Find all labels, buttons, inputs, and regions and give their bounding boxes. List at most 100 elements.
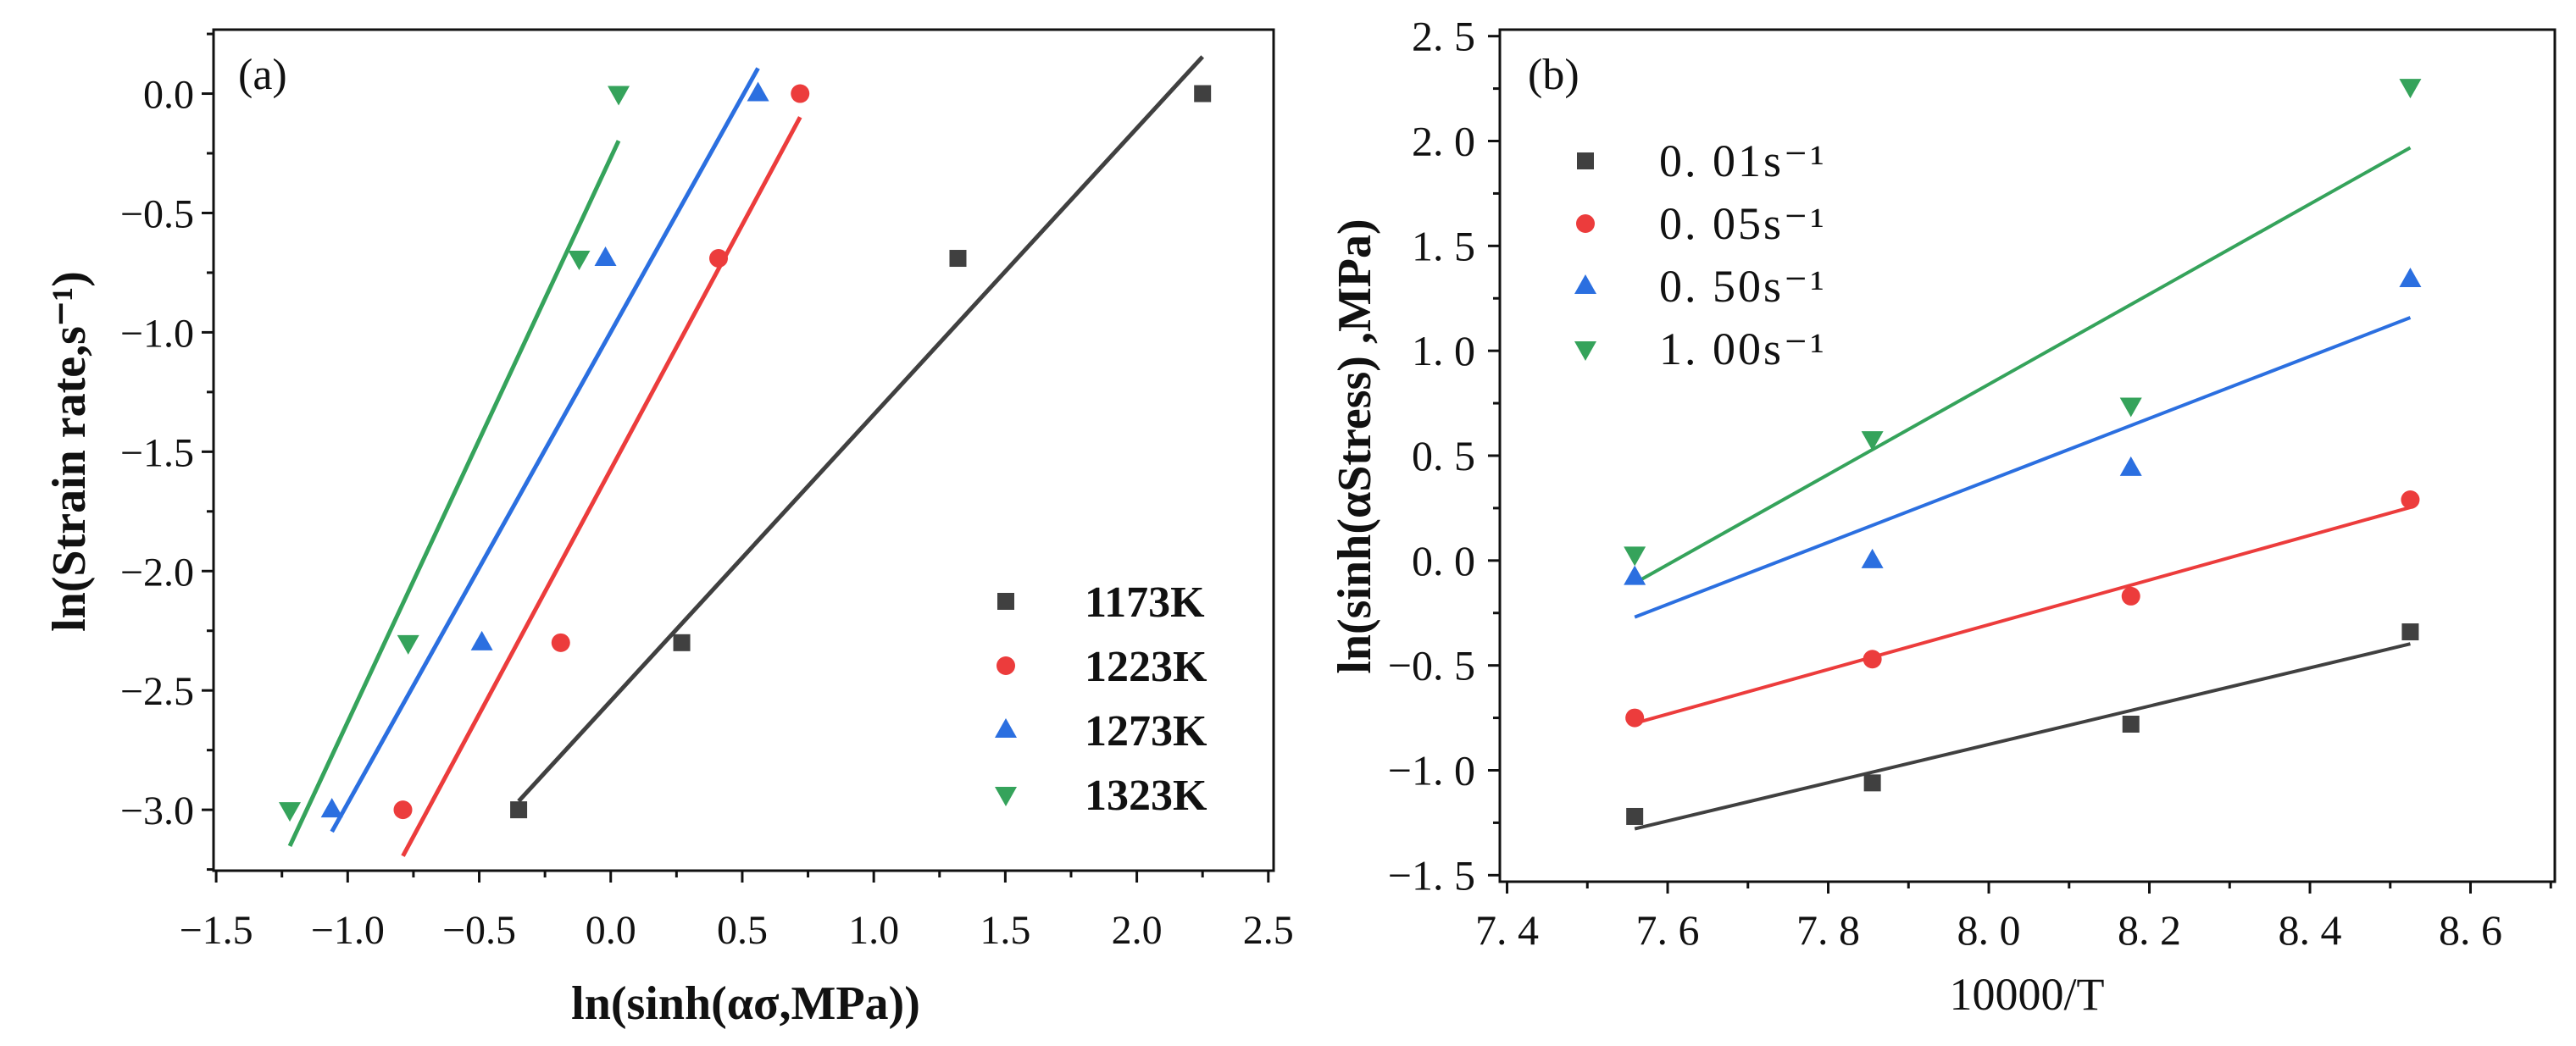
panel-b-x-tick-label: 8. 4 <box>2279 906 2342 954</box>
panel-a-legend-item-3: 1273K <box>995 707 1208 755</box>
panel-b-x-tick-label: 8. 2 <box>2118 906 2181 954</box>
panel-a-series-1-fit-line <box>517 55 1205 803</box>
panel-b-series-1-point-3 <box>2122 716 2140 733</box>
panel-b-y-axis-label: ln(sinh(αStress) ,MPa) <box>1329 219 1381 673</box>
panel-b-x-tick-label: 7. 6 <box>1636 906 1700 954</box>
panel-a-series-2-point-3 <box>709 249 729 268</box>
panel-a-series-1-point-2 <box>673 634 691 651</box>
panel-a-legend-label-3: 1273K <box>1085 707 1208 755</box>
panel-a-legend-marker-4 <box>995 787 1017 806</box>
panel-b-legend-item-4: 1. 00s⁻¹ <box>1574 324 1827 374</box>
panel-b-series-4-point-4 <box>2399 79 2422 99</box>
panel-a-legend-label-1: 1173K <box>1085 578 1205 627</box>
panel-a-x-tick-label: 1.5 <box>980 908 1030 953</box>
panel-a-series-3-point-4 <box>747 81 769 102</box>
panel-b-legend-marker-2 <box>1576 214 1595 233</box>
panel-a-x-axis-label: ln(sinh(ασ,MPa)) <box>571 977 920 1030</box>
panel-b-series-3-point-3 <box>2119 456 2142 476</box>
panel-a-y-tick-label: −3.0 <box>120 789 194 833</box>
panel-a-series-2-point-2 <box>551 633 570 652</box>
panel-b-legend-item-2: 0. 05s⁻¹ <box>1576 198 1827 249</box>
panel-a-x-tick-label: 0.5 <box>717 908 768 953</box>
panel-a-y-tick-label: −0.5 <box>120 191 194 236</box>
panel-a-plot-frame <box>212 28 1275 872</box>
panel-a-series-4-point-4 <box>608 86 630 106</box>
panel-b-data-points <box>1624 79 2422 825</box>
panel-a-legend: 1173K 1223K 1273K 1323K <box>995 578 1208 820</box>
panel-b-legend-marker-3 <box>1574 274 1596 294</box>
panel-a-chart: (a) ln(sinh(ασ,MPa)) ln(Strain rate,s⁻¹)… <box>43 28 1294 1030</box>
panel-a-series-4-fit-line <box>287 140 621 848</box>
panel-b-series-4-point-2 <box>1861 431 1884 451</box>
panel-a-series-2-point-4 <box>791 84 810 103</box>
panel-b-legend: 0. 01s⁻¹ 0. 05s⁻¹ 0. 50s⁻¹ 1. 00s⁻¹ <box>1574 136 1827 374</box>
panel-b-chart: (b) 10000/T ln(sinh(αStress) ,MPa) 7. 4 7… <box>1329 13 2557 1020</box>
panel-b-series-1-point-4 <box>2401 623 2419 641</box>
panel-b-series-2-point-4 <box>2401 490 2420 510</box>
panel-b-y-tick-label: 0. 5 <box>1412 432 1475 479</box>
panel-b-legend-label-2: 0. 05s⁻¹ <box>1659 198 1827 249</box>
panel-b-y-tick-label: −1. 0 <box>1388 746 1475 794</box>
panel-b-legend-item-1: 0. 01s⁻¹ <box>1577 136 1824 186</box>
panel-a-series-1-point-1 <box>510 801 528 819</box>
panel-b-y-tick-label: 0. 0 <box>1412 537 1475 584</box>
panel-b-legend-marker-1 <box>1577 152 1594 169</box>
panel-b-y-tick-label: 2. 5 <box>1412 13 1475 60</box>
panel-b-series-1-point-1 <box>1626 807 1644 825</box>
panel-a-fit-lines <box>287 55 1205 857</box>
panel-b-series-4-point-3 <box>2119 397 2142 418</box>
panel-a-legend-marker-3 <box>995 718 1017 738</box>
panel-a-legend-item-4: 1323K <box>995 772 1208 820</box>
panel-a-series-4-point-1 <box>279 802 302 822</box>
panel-b-series-2-point-3 <box>2121 586 2140 606</box>
panel-b-y-tick-label: 2. 0 <box>1412 118 1475 165</box>
panel-b-series-4-fit-line <box>1634 146 2412 585</box>
panel-b-series-4-point-1 <box>1624 546 1646 567</box>
panel-a-legend-marker-1 <box>997 593 1014 610</box>
panel-a-y-tick-label: −1.0 <box>120 311 194 356</box>
panel-b-y-tick-label: −0. 5 <box>1388 642 1475 689</box>
panel-a-y-tick-label: −2.5 <box>120 669 194 714</box>
panel-a-legend-label-4: 1323K <box>1085 772 1208 820</box>
panel-a-legend-item-2: 1223K <box>997 643 1208 691</box>
panel-a-legend-marker-2 <box>997 656 1015 675</box>
panel-b-legend-marker-4 <box>1574 341 1596 361</box>
panel-b-series-3-point-4 <box>2399 267 2422 287</box>
panel-b-series-2-point-2 <box>1863 650 1882 669</box>
panel-a-series-4-point-2 <box>397 634 419 655</box>
panel-a-x-tick-label: 1.0 <box>848 908 899 953</box>
panel-a-x-tick-label: 2.0 <box>1112 908 1163 953</box>
panel-b-x-axis-label: 10000/T <box>1950 969 2105 1020</box>
panel-a-y-tick-label: −1.5 <box>120 430 194 475</box>
panel-a-series-4-point-3 <box>568 251 591 271</box>
panel-b-y-tick-label: 1. 5 <box>1412 222 1475 269</box>
panel-a-data-points <box>279 81 1212 822</box>
panel-b-fit-lines <box>1634 146 2412 831</box>
panel-b-label: (b) <box>1528 51 1579 99</box>
panel-a-x-tick-label: 0.0 <box>586 908 636 953</box>
panel-b-x-tick-label: 8. 0 <box>1957 906 2021 954</box>
panel-b-ticks: 7. 4 7. 6 7. 8 8. 0 8. 2 8. 4 8. 6 2. 5 2. 0 1. 5… <box>1388 13 2552 954</box>
panel-a-y-tick-label: 0.0 <box>143 73 194 118</box>
panel-b-y-tick-label: −1. 5 <box>1388 851 1475 899</box>
panel-b-x-tick-label: 8. 6 <box>2439 906 2502 954</box>
panel-b-legend-label-4: 1. 00s⁻¹ <box>1659 324 1827 374</box>
panel-a-series-3-point-2 <box>470 630 493 650</box>
panel-b-legend-label-3: 0. 50s⁻¹ <box>1659 261 1827 312</box>
panel-a-x-tick-label: −1.5 <box>180 908 253 953</box>
panel-a-x-tick-label: −1.0 <box>311 908 385 953</box>
panel-b-series-3-fit-line <box>1634 316 2412 619</box>
panel-a-legend-label-2: 1223K <box>1085 643 1208 691</box>
panel-a-label: (a) <box>238 51 287 99</box>
panel-b-series-2-fit-line <box>1634 506 2411 725</box>
panel-a-ticks: −1.5 −1.0 −0.5 0.0 0.5 1.0 1.5 2.0 2.5 0.0 −0.5 −1.… <box>120 32 1294 953</box>
panel-a-series-1-point-3 <box>949 250 967 268</box>
panel-b-series-1-point-2 <box>1863 774 1881 792</box>
panel-b-x-tick-label: 7. 4 <box>1475 906 1539 954</box>
panel-a-x-tick-label: −0.5 <box>442 908 516 953</box>
panel-a-series-3-point-3 <box>594 246 617 267</box>
panel-a-series-2-point-1 <box>393 800 413 820</box>
panel-a-y-tick-label: −2.0 <box>120 550 194 595</box>
panel-b-legend-item-3: 0. 50s⁻¹ <box>1574 261 1827 312</box>
